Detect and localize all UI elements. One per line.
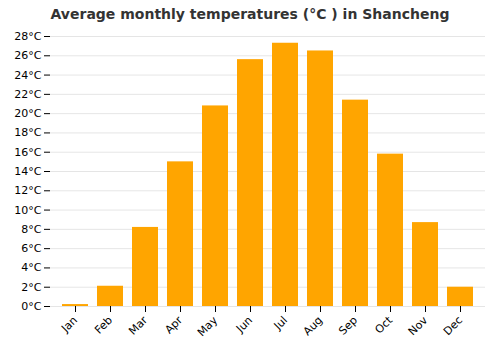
svg-text:Oct: Oct [372, 313, 395, 336]
svg-text:14°C: 14°C [14, 165, 41, 178]
html-text:Average monthly temperatures (: Average monthly temperatures (°C ) in Sh… [50, 6, 450, 22]
svg-text:20°C: 20°C [14, 107, 41, 120]
svg-text:2°C: 2°C [21, 281, 41, 294]
svg-text:Jan: Jan [58, 314, 80, 336]
svg-text:8°C: 8°C [21, 223, 41, 236]
svg-text:24°C: 24°C [14, 69, 41, 82]
svg-text:Apr: Apr [162, 313, 185, 336]
svg-text:Dec: Dec [441, 314, 465, 338]
svg-text:Aug: Aug [301, 314, 325, 338]
svg-text:12°C: 12°C [14, 184, 41, 197]
svg-text:Jul: Jul [271, 314, 290, 333]
svg-text:28°C: 28°C [14, 30, 41, 43]
svg-text:22°C: 22°C [14, 88, 41, 101]
svg-text:Nov: Nov [406, 313, 431, 338]
svg-text:16°C: 16°C [14, 146, 41, 159]
svg-text:Jun: Jun [233, 314, 255, 336]
svg-text:May: May [195, 313, 221, 339]
svg-text:6°C: 6°C [21, 242, 41, 255]
svg-text:0°C: 0°C [21, 300, 41, 313]
svg-text:18°C: 18°C [14, 126, 41, 139]
svg-text:Sep: Sep [336, 314, 360, 338]
svg-text:Mar: Mar [126, 313, 150, 337]
svg-text:Feb: Feb [92, 314, 115, 337]
svg-text:10°C: 10°C [14, 204, 41, 217]
svg-text:4°C: 4°C [21, 261, 41, 274]
svg-text:26°C: 26°C [14, 49, 41, 62]
